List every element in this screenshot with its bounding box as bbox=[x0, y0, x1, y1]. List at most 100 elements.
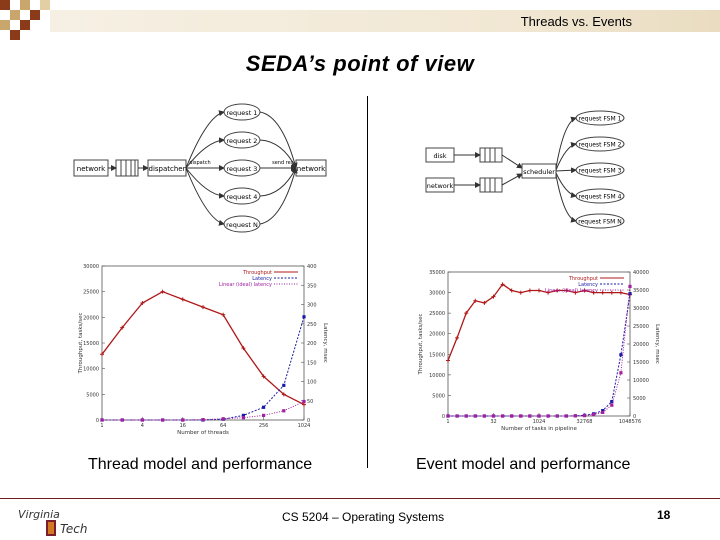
y2-tick-label: 250 bbox=[307, 322, 317, 328]
request-ellipse-n: request N bbox=[185, 167, 298, 233]
network-out-label: network bbox=[297, 165, 326, 173]
y2-tick-label: 30000 bbox=[633, 306, 649, 312]
y2-tick-label: 15000 bbox=[633, 360, 649, 366]
data-point bbox=[527, 288, 532, 293]
column-divider bbox=[367, 96, 368, 468]
y2-tick-label: 350 bbox=[307, 283, 317, 289]
network-in-label: network bbox=[77, 165, 106, 173]
fsm-ellipse-2: request FSM 2 bbox=[555, 136, 625, 171]
data-point bbox=[582, 288, 587, 293]
data-point bbox=[160, 289, 165, 294]
data-point bbox=[555, 414, 559, 418]
y-tick-label: 0 bbox=[442, 414, 445, 420]
legend-label: Throughput bbox=[568, 276, 598, 282]
request-ellipse-2: request 2 bbox=[185, 131, 297, 169]
fsm-label-2: request FSM 2 bbox=[579, 142, 622, 149]
data-point bbox=[491, 294, 496, 299]
data-point bbox=[537, 288, 541, 293]
dispatch-label: dispatch bbox=[189, 160, 210, 166]
scheduler-label: scheduler bbox=[523, 168, 555, 176]
data-point bbox=[546, 290, 551, 295]
y-tick-label: 10000 bbox=[83, 367, 99, 373]
course-name: CS 5204 – Operating Systems bbox=[282, 510, 445, 524]
y2-tick-label: 200 bbox=[307, 341, 317, 347]
data-point bbox=[564, 414, 568, 418]
y2-tick-label: 150 bbox=[307, 360, 317, 366]
data-point bbox=[221, 312, 226, 317]
request-label-1: request 1 bbox=[227, 109, 258, 117]
virginia-tech-logo: Virginia Tech bbox=[18, 508, 87, 536]
footer-rule bbox=[0, 498, 720, 499]
data-point bbox=[302, 315, 306, 319]
fsm-ellipse-3: request FSM 3 bbox=[555, 162, 625, 178]
data-point bbox=[482, 414, 486, 418]
data-point bbox=[619, 371, 623, 375]
y-tick-label: 30000 bbox=[83, 264, 99, 270]
y2-tick-label: 25000 bbox=[633, 324, 649, 330]
queue-icon bbox=[115, 159, 139, 177]
request-label-4: request 4 bbox=[227, 193, 258, 201]
data-point bbox=[546, 414, 550, 418]
y-tick-label: 25000 bbox=[429, 311, 445, 317]
data-point bbox=[302, 402, 306, 407]
y-axis-label: Throughput, tasks/sec bbox=[418, 313, 424, 375]
y2-axis-label: Latency, msec bbox=[322, 323, 328, 363]
y-tick-label: 0 bbox=[96, 418, 99, 424]
data-point bbox=[181, 418, 185, 422]
network-label: network bbox=[427, 182, 454, 190]
event-model-caption: Event model and performance bbox=[416, 456, 631, 473]
request-label-2: request 2 bbox=[227, 137, 258, 145]
data-point bbox=[555, 288, 560, 293]
y2-tick-label: 300 bbox=[307, 303, 317, 309]
thread-model-caption: Thread model and performance bbox=[88, 456, 313, 473]
data-point bbox=[537, 414, 541, 418]
thread-model-diagram: network dispatcher dispatch send result … bbox=[73, 103, 327, 233]
x-tick-label: 1024 bbox=[533, 419, 546, 425]
event-model-diagram: disk network scheduler request FSM 1 req… bbox=[425, 110, 625, 229]
data-point bbox=[610, 400, 614, 404]
request-label-3: request 3 bbox=[227, 165, 258, 173]
header-bar bbox=[50, 10, 720, 32]
disk-label: disk bbox=[433, 152, 446, 160]
send-result-label: send result bbox=[272, 160, 300, 166]
data-point bbox=[601, 410, 605, 414]
data-point bbox=[510, 414, 514, 418]
data-point bbox=[180, 297, 185, 302]
y-tick-label: 35000 bbox=[429, 270, 445, 276]
y-tick-label: 20000 bbox=[83, 315, 99, 321]
data-point bbox=[609, 290, 614, 295]
plot-frame bbox=[101, 265, 305, 421]
data-point bbox=[140, 418, 144, 422]
data-point bbox=[464, 414, 468, 418]
fsm-ellipse-1: request FSM 1 bbox=[555, 110, 625, 169]
data-point bbox=[591, 290, 596, 295]
data-point bbox=[473, 298, 478, 303]
data-point bbox=[628, 292, 632, 296]
event-performance-chart: 0 5000 10000 15000 20000 25000 30000 35000 0 5000… bbox=[418, 270, 660, 432]
data-point bbox=[519, 414, 523, 418]
slide-title: SEDA’s point of view bbox=[245, 51, 475, 76]
data-point bbox=[201, 305, 205, 310]
data-point bbox=[528, 414, 532, 418]
data-point bbox=[573, 414, 577, 418]
thread-performance-chart: 0 5000 10000 15000 20000 25000 30000 0 50 100 150 2… bbox=[78, 264, 328, 436]
y-tick-label: 5000 bbox=[86, 392, 99, 398]
data-point bbox=[500, 282, 505, 287]
data-point bbox=[302, 399, 306, 404]
fsm-label-3: request FSM 3 bbox=[579, 168, 622, 175]
request-ellipse-4: request 4 bbox=[185, 167, 297, 205]
data-point bbox=[262, 413, 266, 417]
x-tick-label: 256 bbox=[259, 423, 269, 429]
x-tick-label: 1048576 bbox=[619, 419, 641, 425]
x-tick-label: 1024 bbox=[298, 423, 311, 429]
data-point bbox=[140, 300, 145, 305]
y-tick-label: 5000 bbox=[432, 393, 445, 399]
y2-tick-label: 0 bbox=[633, 414, 636, 420]
y2-axis-label: Latency, msec bbox=[654, 324, 660, 364]
y2-tick-label: 100 bbox=[307, 380, 317, 386]
y2-tick-label: 35000 bbox=[633, 288, 649, 294]
data-point bbox=[610, 403, 614, 407]
data-point bbox=[600, 290, 605, 295]
data-point bbox=[446, 414, 450, 418]
data-point bbox=[619, 353, 623, 357]
